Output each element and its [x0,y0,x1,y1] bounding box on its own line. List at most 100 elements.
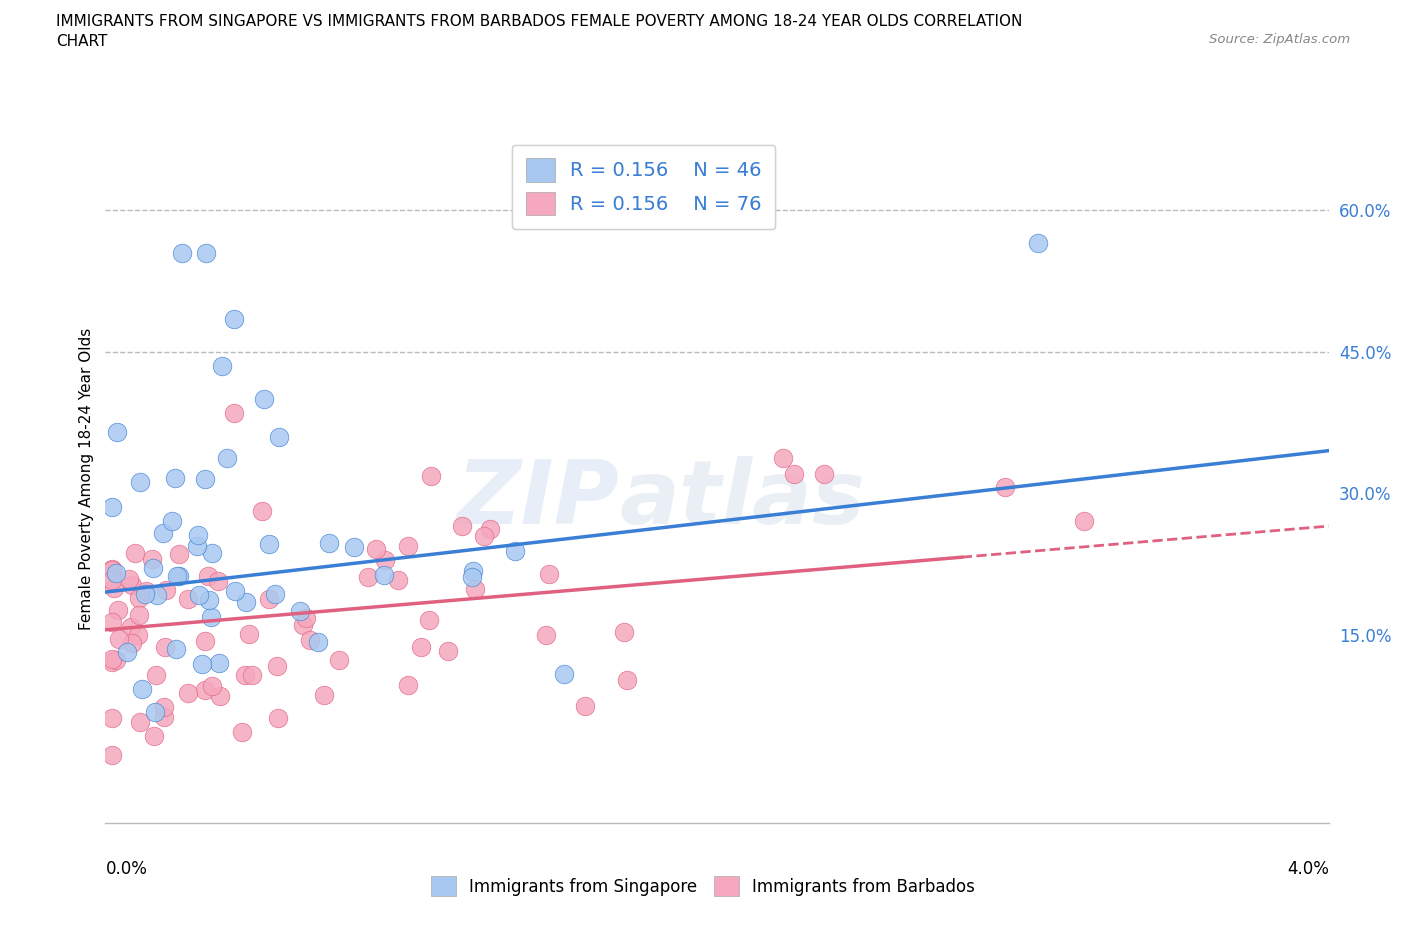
Point [208,689,231,704]
Point [100,499,122,514]
Point [269,430,291,445]
Point [145,668,167,683]
Point [215,450,238,465]
Point [100,748,122,763]
Text: 4.0%: 4.0% [1286,860,1329,878]
Point [307,634,329,649]
Point [534,628,557,643]
Point [195,246,218,260]
Point [387,572,409,587]
Point [100,651,122,666]
Point [574,698,596,713]
Point [100,711,122,725]
Point [813,467,835,482]
Point [118,572,141,587]
Point [187,527,209,542]
Text: IMMIGRANTS FROM SINGAPORE VS IMMIGRANTS FROM BARBADOS FEMALE POVERTY AMONG 18-24: IMMIGRANTS FROM SINGAPORE VS IMMIGRANTS … [56,14,1022,29]
Point [396,538,419,553]
Point [121,636,143,651]
Legend: Immigrants from Singapore, Immigrants from Barbados: Immigrants from Singapore, Immigrants fr… [425,870,981,903]
Point [176,685,198,700]
Point [461,569,484,584]
Point [266,658,288,673]
Point [141,551,163,566]
Point [366,542,388,557]
Point [257,537,280,551]
Point [200,609,222,624]
Point [146,588,169,603]
Point [207,574,229,589]
Point [208,656,231,671]
Point [197,569,219,584]
Point [153,709,176,724]
Point [186,538,208,553]
Point [152,526,174,541]
Point [128,715,150,730]
Point [537,566,560,581]
Point [194,472,217,486]
Point [127,628,149,643]
Point [418,612,440,627]
Point [129,474,152,489]
Point [299,632,322,647]
Point [240,668,263,683]
Point [1026,236,1049,251]
Point [152,699,174,714]
Point [117,645,139,660]
Point [263,586,285,601]
Point [613,624,636,639]
Point [451,518,474,533]
Point [478,522,501,537]
Point [553,667,575,682]
Point [191,657,214,671]
Point [374,552,396,567]
Point [233,668,256,683]
Point [373,567,395,582]
Point [165,642,187,657]
Point [194,633,217,648]
Legend: R = 0.156    N = 46, R = 0.156    N = 76: R = 0.156 N = 46, R = 0.156 N = 76 [512,144,775,229]
Point [107,603,129,618]
Point [124,545,146,560]
Point [100,562,122,577]
Point [472,528,495,543]
Point [222,312,245,326]
Point [194,683,217,698]
Point [131,682,153,697]
Point [155,583,177,598]
Point [108,631,131,646]
Point [994,480,1017,495]
Text: ZIP: ZIP [457,456,619,543]
Point [120,619,142,634]
Point [343,539,366,554]
Point [101,563,124,578]
Point [100,655,122,670]
Point [1073,514,1095,529]
Point [169,546,191,561]
Point [782,467,804,482]
Point [135,583,157,598]
Point [437,644,460,658]
Point [142,728,165,743]
Text: CHART: CHART [56,34,108,49]
Point [104,653,127,668]
Point [257,591,280,606]
Point [188,588,211,603]
Point [128,591,150,605]
Point [411,639,433,654]
Point [166,569,188,584]
Point [128,607,150,622]
Point [142,560,165,575]
Point [170,246,193,260]
Point [253,392,276,406]
Point [616,672,638,687]
Point [461,564,484,578]
Point [121,578,143,592]
Point [252,504,274,519]
Point [328,652,350,667]
Y-axis label: Female Poverty Among 18-24 Year Olds: Female Poverty Among 18-24 Year Olds [79,328,94,631]
Point [105,424,128,439]
Point [100,572,122,587]
Point [197,592,219,607]
Point [235,594,257,609]
